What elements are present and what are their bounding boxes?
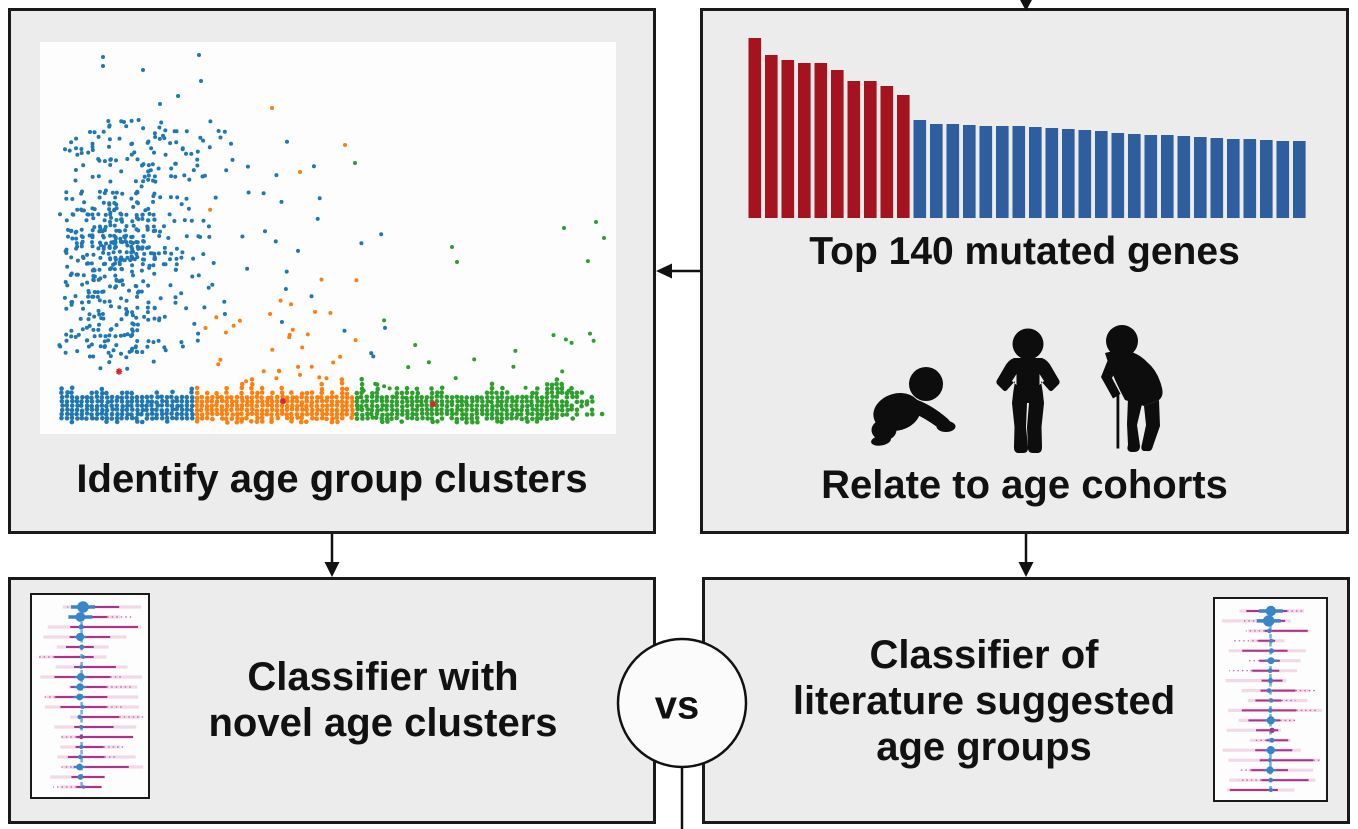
svg-text:vs: vs — [655, 684, 700, 728]
